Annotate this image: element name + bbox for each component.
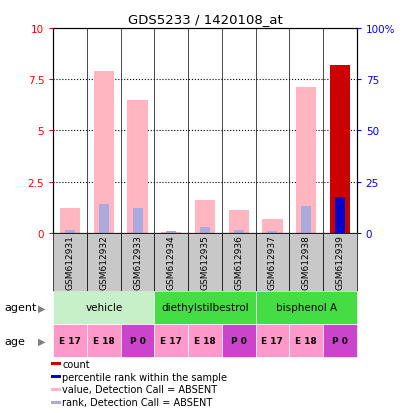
Bar (60, 209, 80, 233)
Bar (87, 233, 120, 291)
Text: vehicle: vehicle (85, 303, 122, 313)
Text: diethylstilbestrol: diethylstilbestrol (161, 303, 248, 313)
Bar (87, 324, 120, 357)
Text: GSM612936: GSM612936 (234, 235, 243, 290)
Bar (255, 233, 289, 291)
Bar (120, 324, 154, 357)
Bar (53, 291, 154, 324)
Bar (194, 201, 215, 233)
Text: P 0: P 0 (331, 336, 347, 345)
Bar (188, 324, 221, 357)
Bar (233, 230, 243, 233)
Text: P 0: P 0 (129, 336, 145, 345)
Bar (329, 66, 349, 233)
Bar (295, 88, 315, 233)
Text: E 18: E 18 (193, 336, 216, 345)
Bar (53, 324, 87, 357)
Text: percentile rank within the sample: percentile rank within the sample (62, 372, 227, 382)
Bar (65, 230, 75, 233)
Text: value, Detection Call = ABSENT: value, Detection Call = ABSENT (62, 385, 217, 394)
Text: count: count (62, 359, 90, 369)
Title: GDS5233 / 1420108_at: GDS5233 / 1420108_at (127, 13, 282, 26)
Text: E 17: E 17 (59, 336, 81, 345)
Text: bisphenol A: bisphenol A (275, 303, 336, 313)
Text: E 18: E 18 (294, 336, 316, 345)
Text: GSM612939: GSM612939 (335, 235, 344, 290)
Text: E 18: E 18 (93, 336, 115, 345)
Bar (255, 291, 356, 324)
Bar (334, 197, 344, 233)
Bar (94, 72, 114, 233)
Text: ▶: ▶ (38, 336, 45, 346)
Bar (221, 233, 255, 291)
Text: GSM612938: GSM612938 (301, 235, 310, 290)
Bar (188, 233, 221, 291)
Bar (51, 401, 61, 404)
Bar (53, 233, 87, 291)
Bar (154, 324, 188, 357)
Bar (228, 211, 248, 233)
Text: P 0: P 0 (230, 336, 246, 345)
Text: age: age (4, 336, 25, 346)
Text: GSM612932: GSM612932 (99, 235, 108, 290)
Bar (51, 363, 61, 365)
Bar (300, 207, 310, 233)
Bar (289, 233, 322, 291)
Text: rank, Detection Call = ABSENT: rank, Detection Call = ABSENT (62, 397, 212, 407)
Text: GSM612933: GSM612933 (133, 235, 142, 290)
Bar (154, 233, 188, 291)
Bar (51, 388, 61, 391)
Text: ▶: ▶ (38, 303, 45, 313)
Text: E 17: E 17 (261, 336, 283, 345)
Bar (127, 100, 147, 233)
Bar (322, 233, 356, 291)
Bar (255, 324, 289, 357)
Text: GSM612935: GSM612935 (200, 235, 209, 290)
Text: agent: agent (4, 303, 36, 313)
Bar (262, 219, 282, 233)
Bar (289, 324, 322, 357)
Bar (267, 231, 277, 233)
Text: GSM612934: GSM612934 (166, 235, 175, 290)
Bar (154, 291, 255, 324)
Bar (200, 227, 209, 233)
Bar (132, 209, 142, 233)
Bar (99, 205, 109, 233)
Bar (166, 232, 176, 233)
Bar (120, 233, 154, 291)
Text: E 17: E 17 (160, 336, 182, 345)
Text: GSM612937: GSM612937 (267, 235, 276, 290)
Bar (221, 324, 255, 357)
Text: GSM612931: GSM612931 (65, 235, 74, 290)
Bar (322, 324, 356, 357)
Bar (51, 375, 61, 378)
